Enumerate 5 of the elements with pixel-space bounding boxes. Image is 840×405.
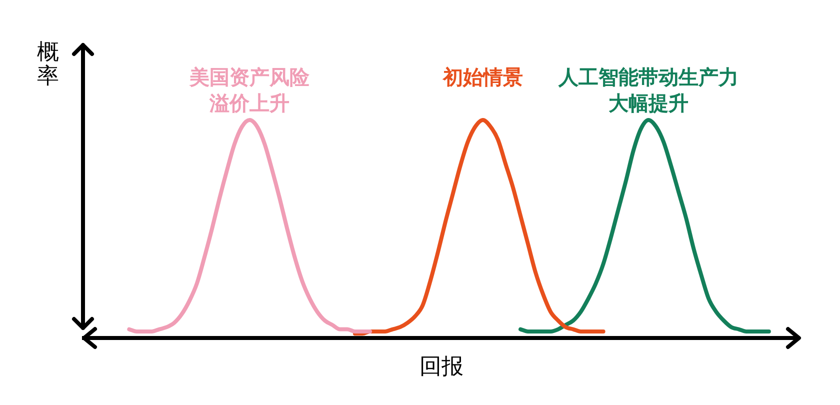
series-label: 美国资产风险溢价上升 xyxy=(188,64,311,116)
x-axis-title: 回报 xyxy=(420,354,464,380)
series-label: 人工智能带动生产力大幅提升 xyxy=(557,64,740,116)
text: 初始情景 xyxy=(442,64,524,90)
y-axis-title: 概率 xyxy=(37,40,59,89)
